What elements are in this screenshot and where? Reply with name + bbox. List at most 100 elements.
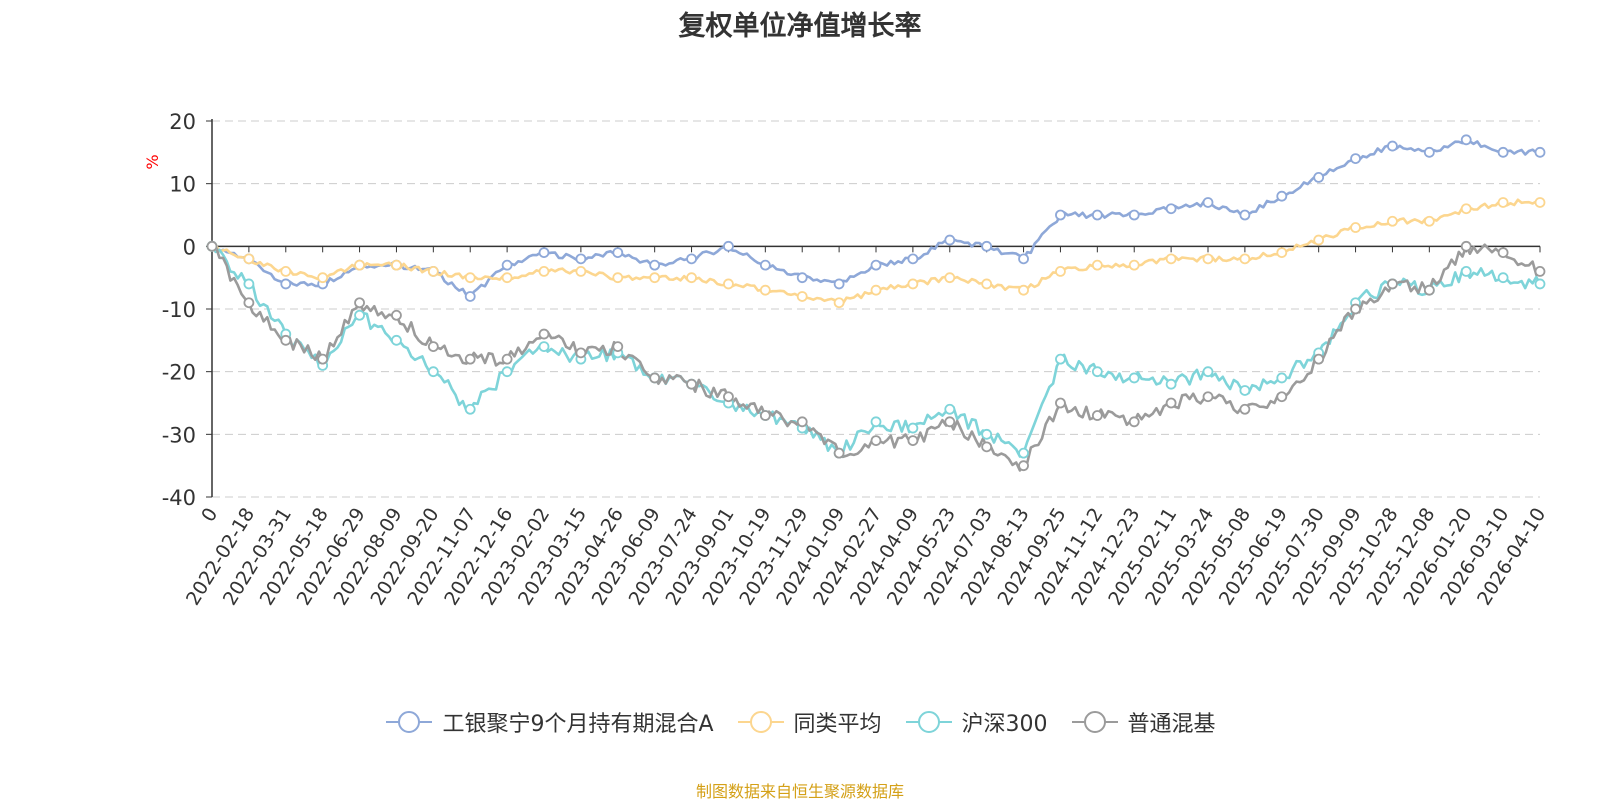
data-point bbox=[575, 265, 587, 277]
data-point bbox=[981, 240, 993, 252]
data-point bbox=[464, 272, 476, 284]
legend-item-fund[interactable]: 工银聚宁9个月持有期混合A bbox=[384, 706, 714, 738]
data-point bbox=[686, 272, 697, 284]
data-point bbox=[243, 278, 255, 290]
data-point bbox=[1423, 284, 1435, 296]
data-point bbox=[354, 259, 365, 271]
data-point bbox=[1165, 203, 1177, 215]
data-point bbox=[1497, 247, 1509, 259]
data-point bbox=[1128, 259, 1140, 271]
data-point bbox=[1534, 146, 1546, 158]
y-tick-label: -40 bbox=[162, 486, 196, 510]
data-point bbox=[391, 334, 402, 346]
data-point bbox=[354, 297, 365, 309]
data-point bbox=[1055, 353, 1066, 365]
data-point bbox=[1534, 278, 1546, 290]
y-tick-label: 10 bbox=[169, 173, 196, 197]
y-tick-label: -30 bbox=[162, 423, 196, 447]
data-point bbox=[1018, 253, 1029, 265]
source-note: 制图数据来自恒生聚源数据库 bbox=[695, 782, 904, 801]
data-point bbox=[1055, 397, 1066, 409]
data-point bbox=[280, 278, 292, 290]
data-point bbox=[1202, 366, 1214, 378]
data-point bbox=[1387, 140, 1398, 152]
data-point bbox=[354, 309, 365, 321]
data-point bbox=[870, 259, 882, 271]
data-point bbox=[759, 410, 771, 421]
data-point bbox=[981, 441, 993, 453]
data-point bbox=[649, 372, 661, 384]
data-point bbox=[1128, 416, 1140, 428]
data-point bbox=[833, 278, 845, 290]
data-point bbox=[1128, 372, 1140, 384]
y-axis-unit: % bbox=[143, 154, 162, 169]
legend-item-csi300[interactable]: 沪深300 bbox=[904, 706, 1048, 738]
data-point bbox=[870, 284, 882, 296]
data-point bbox=[538, 341, 550, 353]
legend-item-peer-average[interactable]: 同类平均 bbox=[736, 706, 882, 738]
data-point bbox=[1239, 253, 1251, 265]
data-point bbox=[1202, 253, 1214, 265]
data-point bbox=[575, 253, 587, 265]
data-point bbox=[981, 278, 993, 290]
data-point bbox=[1055, 265, 1066, 277]
legend-label: 同类平均 bbox=[793, 712, 882, 737]
data-point bbox=[1534, 197, 1546, 208]
data-point bbox=[1497, 146, 1509, 158]
data-point bbox=[944, 403, 956, 415]
data-point bbox=[1276, 247, 1288, 259]
data-point bbox=[427, 366, 439, 378]
data-point bbox=[759, 284, 771, 296]
data-point bbox=[1202, 391, 1214, 403]
data-point bbox=[833, 297, 845, 309]
data-point bbox=[1018, 284, 1029, 296]
data-point bbox=[944, 272, 956, 284]
data-point bbox=[243, 253, 255, 265]
data-point bbox=[1276, 190, 1288, 202]
data-point bbox=[833, 447, 845, 459]
data-point bbox=[1423, 215, 1435, 227]
data-point bbox=[796, 272, 808, 284]
data-point bbox=[1350, 303, 1361, 315]
legend-label: 沪深300 bbox=[961, 712, 1048, 737]
data-point bbox=[501, 259, 513, 271]
data-point bbox=[944, 416, 956, 428]
series-markers bbox=[206, 134, 1546, 472]
data-point bbox=[649, 259, 661, 271]
data-point bbox=[1460, 240, 1472, 252]
data-point bbox=[1091, 366, 1103, 378]
legend-item-mixed-fund[interactable]: 普通混基 bbox=[1070, 706, 1216, 738]
data-point bbox=[907, 253, 919, 265]
data-point bbox=[1276, 391, 1288, 403]
x-tick-label: 0 bbox=[197, 504, 222, 526]
data-point bbox=[1497, 272, 1509, 284]
data-point bbox=[796, 291, 808, 302]
legend-label: 工银聚宁9个月持有期混合A bbox=[442, 712, 714, 737]
data-point bbox=[538, 265, 550, 277]
data-point bbox=[870, 416, 882, 428]
data-point bbox=[538, 328, 550, 340]
data-point bbox=[1018, 460, 1029, 472]
data-point bbox=[981, 428, 993, 440]
legend-label: 普通混基 bbox=[1127, 712, 1216, 737]
data-point bbox=[317, 272, 329, 284]
y-tick-label: 0 bbox=[183, 235, 196, 259]
data-point bbox=[1165, 378, 1177, 390]
series-line bbox=[211, 138, 1541, 298]
data-point bbox=[1276, 372, 1288, 384]
axes bbox=[206, 119, 1541, 498]
data-point bbox=[796, 416, 808, 428]
data-point bbox=[1387, 278, 1398, 290]
data-point bbox=[1091, 410, 1103, 421]
data-point bbox=[907, 422, 919, 434]
data-point bbox=[575, 347, 587, 359]
data-point bbox=[317, 353, 329, 365]
data-point bbox=[686, 378, 697, 390]
legend-symbol bbox=[386, 711, 433, 733]
data-point bbox=[1387, 215, 1398, 227]
data-point bbox=[907, 278, 919, 290]
y-tick-label: -20 bbox=[162, 361, 196, 385]
y-tick-label: 20 bbox=[169, 110, 196, 134]
data-point bbox=[1313, 171, 1325, 183]
data-point bbox=[391, 259, 402, 271]
